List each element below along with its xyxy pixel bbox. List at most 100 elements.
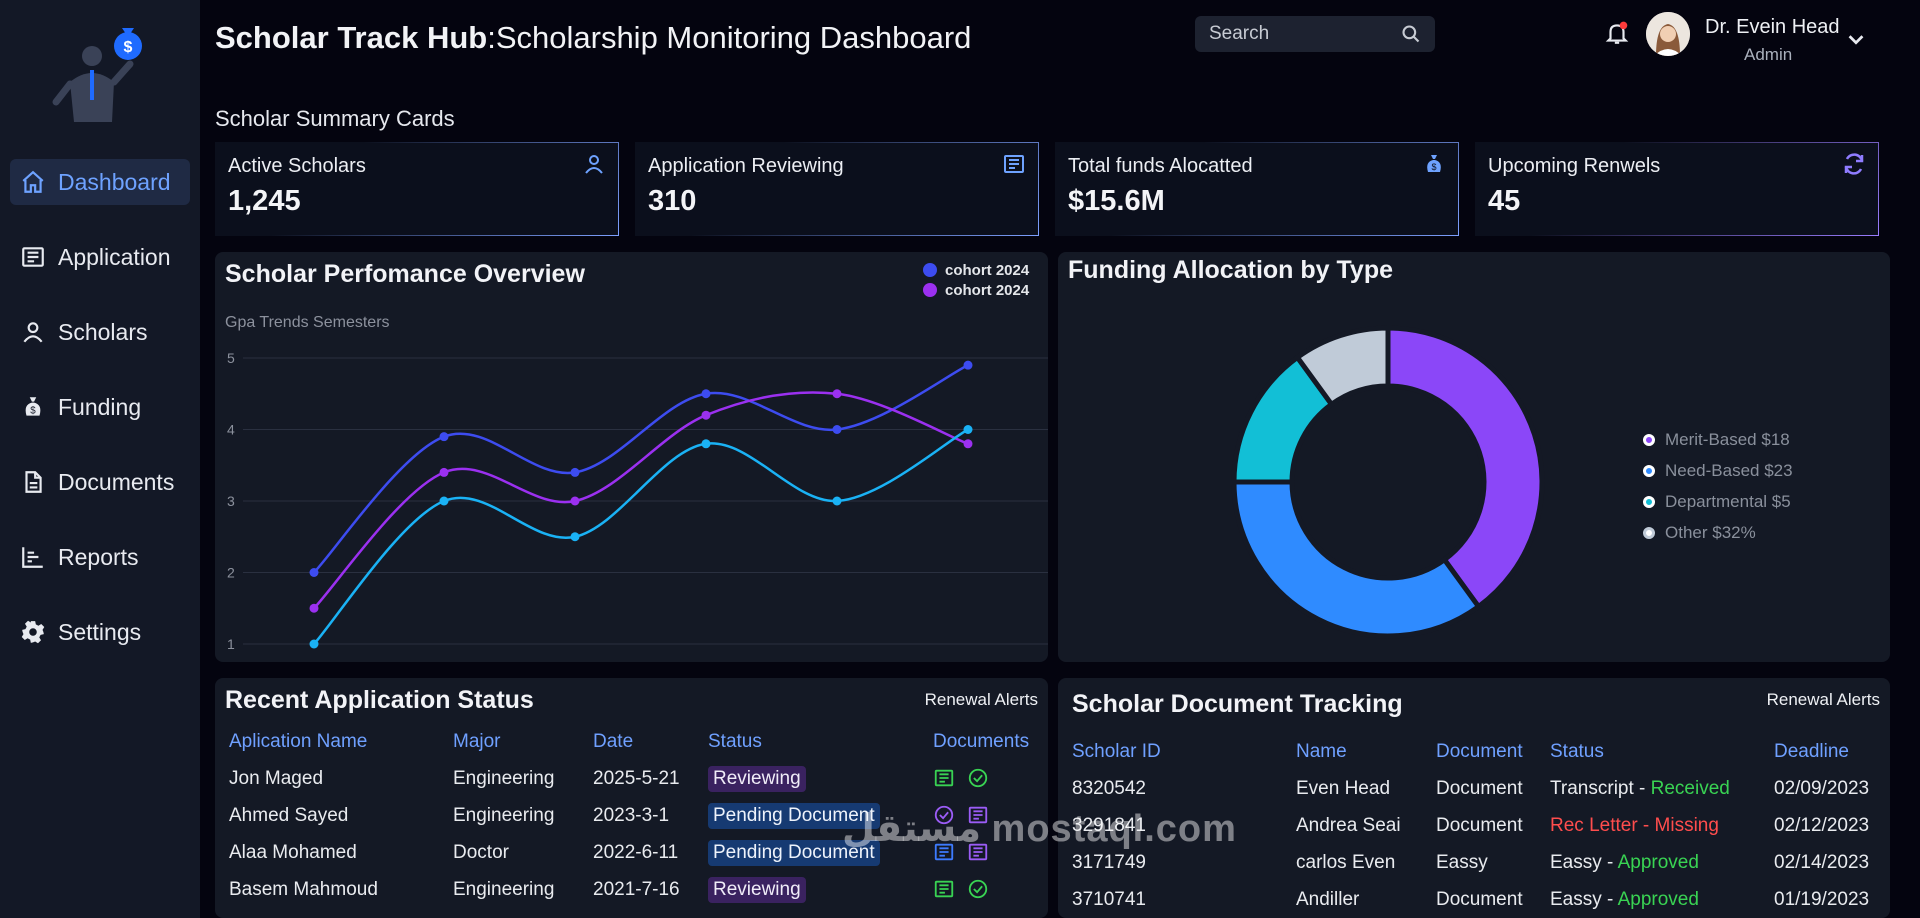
column-header: Deadline xyxy=(1774,741,1849,762)
performance-title: Scholar Perfomance Overview xyxy=(225,260,585,288)
chevron-down-icon[interactable] xyxy=(1845,28,1867,50)
newspaper-icon[interactable] xyxy=(967,841,989,863)
column-header: Documents xyxy=(933,731,1030,752)
donut-chart xyxy=(1231,325,1545,639)
status-prefix: Rec Letter - Missing xyxy=(1550,814,1719,836)
avatar[interactable] xyxy=(1646,12,1690,56)
pie-slice-0[interactable] xyxy=(1385,325,1545,611)
legend-label: Departmental $5 xyxy=(1665,491,1791,511)
card-value: 1,245 xyxy=(228,185,301,217)
document-type: Document xyxy=(1436,814,1523,836)
column-header: Document xyxy=(1436,741,1523,762)
document-status: Transcript - Received xyxy=(1550,770,1774,807)
scholar-name: carlos Even xyxy=(1296,851,1396,873)
data-point[interactable] xyxy=(832,425,842,434)
applications-panel: Recent Application Status Renewal Alerts… xyxy=(215,678,1048,918)
table-row[interactable]: 3291841 Andrea Seai Document Rec Letter … xyxy=(1072,807,1887,844)
data-point[interactable] xyxy=(832,496,842,506)
document-type: Eassy xyxy=(1436,851,1488,873)
data-point[interactable] xyxy=(309,568,319,577)
data-point[interactable] xyxy=(832,389,842,399)
sidebar-item-funding[interactable]: $ Funding xyxy=(10,384,190,430)
status-badge: Reviewing xyxy=(708,765,806,792)
performance-legend: cohort 2024 cohort 2024 xyxy=(923,260,1029,300)
legend-entry: cohort 2024 xyxy=(923,260,1029,280)
table-row[interactable]: Basem Mahmoud Engineering 2021-7-16 Revi… xyxy=(229,871,1044,908)
data-point[interactable] xyxy=(701,389,711,399)
avatar-portrait-icon xyxy=(1646,12,1690,56)
funding-title: Funding Allocation by Type xyxy=(1068,256,1393,284)
newspaper-icon[interactable] xyxy=(933,841,955,863)
user-icon xyxy=(585,155,603,174)
table-row[interactable]: Jon Maged Engineering 2025-5-21 Reviewin… xyxy=(229,760,1044,797)
column-header: Scholar ID xyxy=(1072,741,1161,762)
check-circle-icon[interactable] xyxy=(967,878,989,900)
renewal-alerts-link[interactable]: Renewal Alerts xyxy=(924,690,1038,709)
application-date: 2022-6-11 xyxy=(593,841,679,863)
sidebar-item-settings[interactable]: Settings xyxy=(10,609,190,655)
applicant-name: Jon Maged xyxy=(229,767,324,789)
legend-label: Need-Based $23 xyxy=(1665,460,1793,480)
data-point[interactable] xyxy=(701,439,711,449)
table-row[interactable]: Alaa Mohamed Doctor 2022-6-11 Pending Do… xyxy=(229,834,1044,871)
search-box xyxy=(1195,16,1435,52)
sidebar-item-scholars[interactable]: Scholars xyxy=(10,309,190,355)
data-point[interactable] xyxy=(439,496,449,506)
card-title: Active Scholars xyxy=(228,155,366,177)
watermark: مستقل mostaql.com xyxy=(842,808,1237,850)
sidebar-item-label: Application xyxy=(58,243,171,270)
pie-slice-1[interactable] xyxy=(1231,479,1483,639)
status-badge: Pending Document xyxy=(708,802,880,829)
sidebar-item-documents[interactable]: Documents xyxy=(10,459,190,505)
funding-panel: Funding Allocation by Type xyxy=(1058,252,1890,662)
applicant-name: Ahmed Sayed xyxy=(229,804,349,826)
user-icon xyxy=(23,322,43,343)
document-icon xyxy=(25,471,42,493)
svg-text:$: $ xyxy=(30,406,36,417)
deadline: 02/14/2023 xyxy=(1774,851,1870,873)
search-input[interactable] xyxy=(1209,23,1389,45)
sidebar-item-label: Scholars xyxy=(58,318,148,345)
data-point[interactable] xyxy=(439,467,449,477)
chart-subtitle: Gpa Trends Semesters xyxy=(225,314,390,331)
y-tick-label: 1 xyxy=(227,636,235,652)
summary-card-active-scholars: Active Scholars 1,245 xyxy=(215,142,619,236)
user-name: Dr. Evein Head xyxy=(1705,16,1840,38)
sidebar-item-dashboard[interactable]: Dashboard xyxy=(10,159,190,205)
data-point[interactable] xyxy=(570,532,580,542)
series-line-2 xyxy=(313,428,969,645)
table-row[interactable]: 8320542 Even Head Document Transcript - … xyxy=(1072,770,1887,807)
data-point[interactable] xyxy=(439,432,449,442)
data-point[interactable] xyxy=(963,360,973,370)
table-row[interactable]: 3171749 carlos Even Eassy Eassy - Approv… xyxy=(1072,844,1887,881)
applicant-major: Doctor xyxy=(453,841,509,863)
data-point[interactable] xyxy=(570,496,580,506)
newspaper-icon[interactable] xyxy=(933,767,955,789)
data-point[interactable] xyxy=(309,603,319,613)
check-circle-icon[interactable] xyxy=(967,767,989,789)
document-tracking-panel: Scholar Document Tracking Renewal Alerts… xyxy=(1058,678,1890,918)
data-point[interactable] xyxy=(570,467,580,477)
data-point[interactable] xyxy=(701,410,711,420)
applications-table: Aplication Name Major Date Status Docume… xyxy=(229,724,1044,908)
data-point[interactable] xyxy=(309,639,319,649)
document-status: Rec Letter - Missing xyxy=(1550,807,1774,844)
newspaper-icon[interactable] xyxy=(933,878,955,900)
sidebar: $ Dashboard Application Scholars $ Fundi… xyxy=(0,0,200,918)
performance-panel: Scholar Perfomance Overview cohort 2024 … xyxy=(215,252,1048,662)
bell-icon[interactable] xyxy=(1604,20,1630,46)
table-row[interactable]: Ahmed Sayed Engineering 2023-3-1 Pending… xyxy=(229,797,1044,834)
sidebar-item-reports[interactable]: Reports xyxy=(10,534,190,580)
applications-title: Recent Application Status xyxy=(225,686,534,714)
data-point[interactable] xyxy=(963,439,973,449)
search-icon[interactable] xyxy=(1401,24,1421,44)
sidebar-item-application[interactable]: Application xyxy=(10,234,190,280)
check-circle-icon[interactable] xyxy=(933,804,955,826)
summary-section-label: Scholar Summary Cards xyxy=(215,106,455,131)
data-point[interactable] xyxy=(963,425,973,434)
newspaper-icon xyxy=(1004,155,1024,173)
renewal-alerts-link[interactable]: Renewal Alerts xyxy=(1766,690,1880,709)
pie-slice-3[interactable] xyxy=(1293,325,1391,408)
newspaper-icon[interactable] xyxy=(967,804,989,826)
table-row[interactable]: 3710741 Andiller Document Eassy - Approv… xyxy=(1072,881,1887,918)
